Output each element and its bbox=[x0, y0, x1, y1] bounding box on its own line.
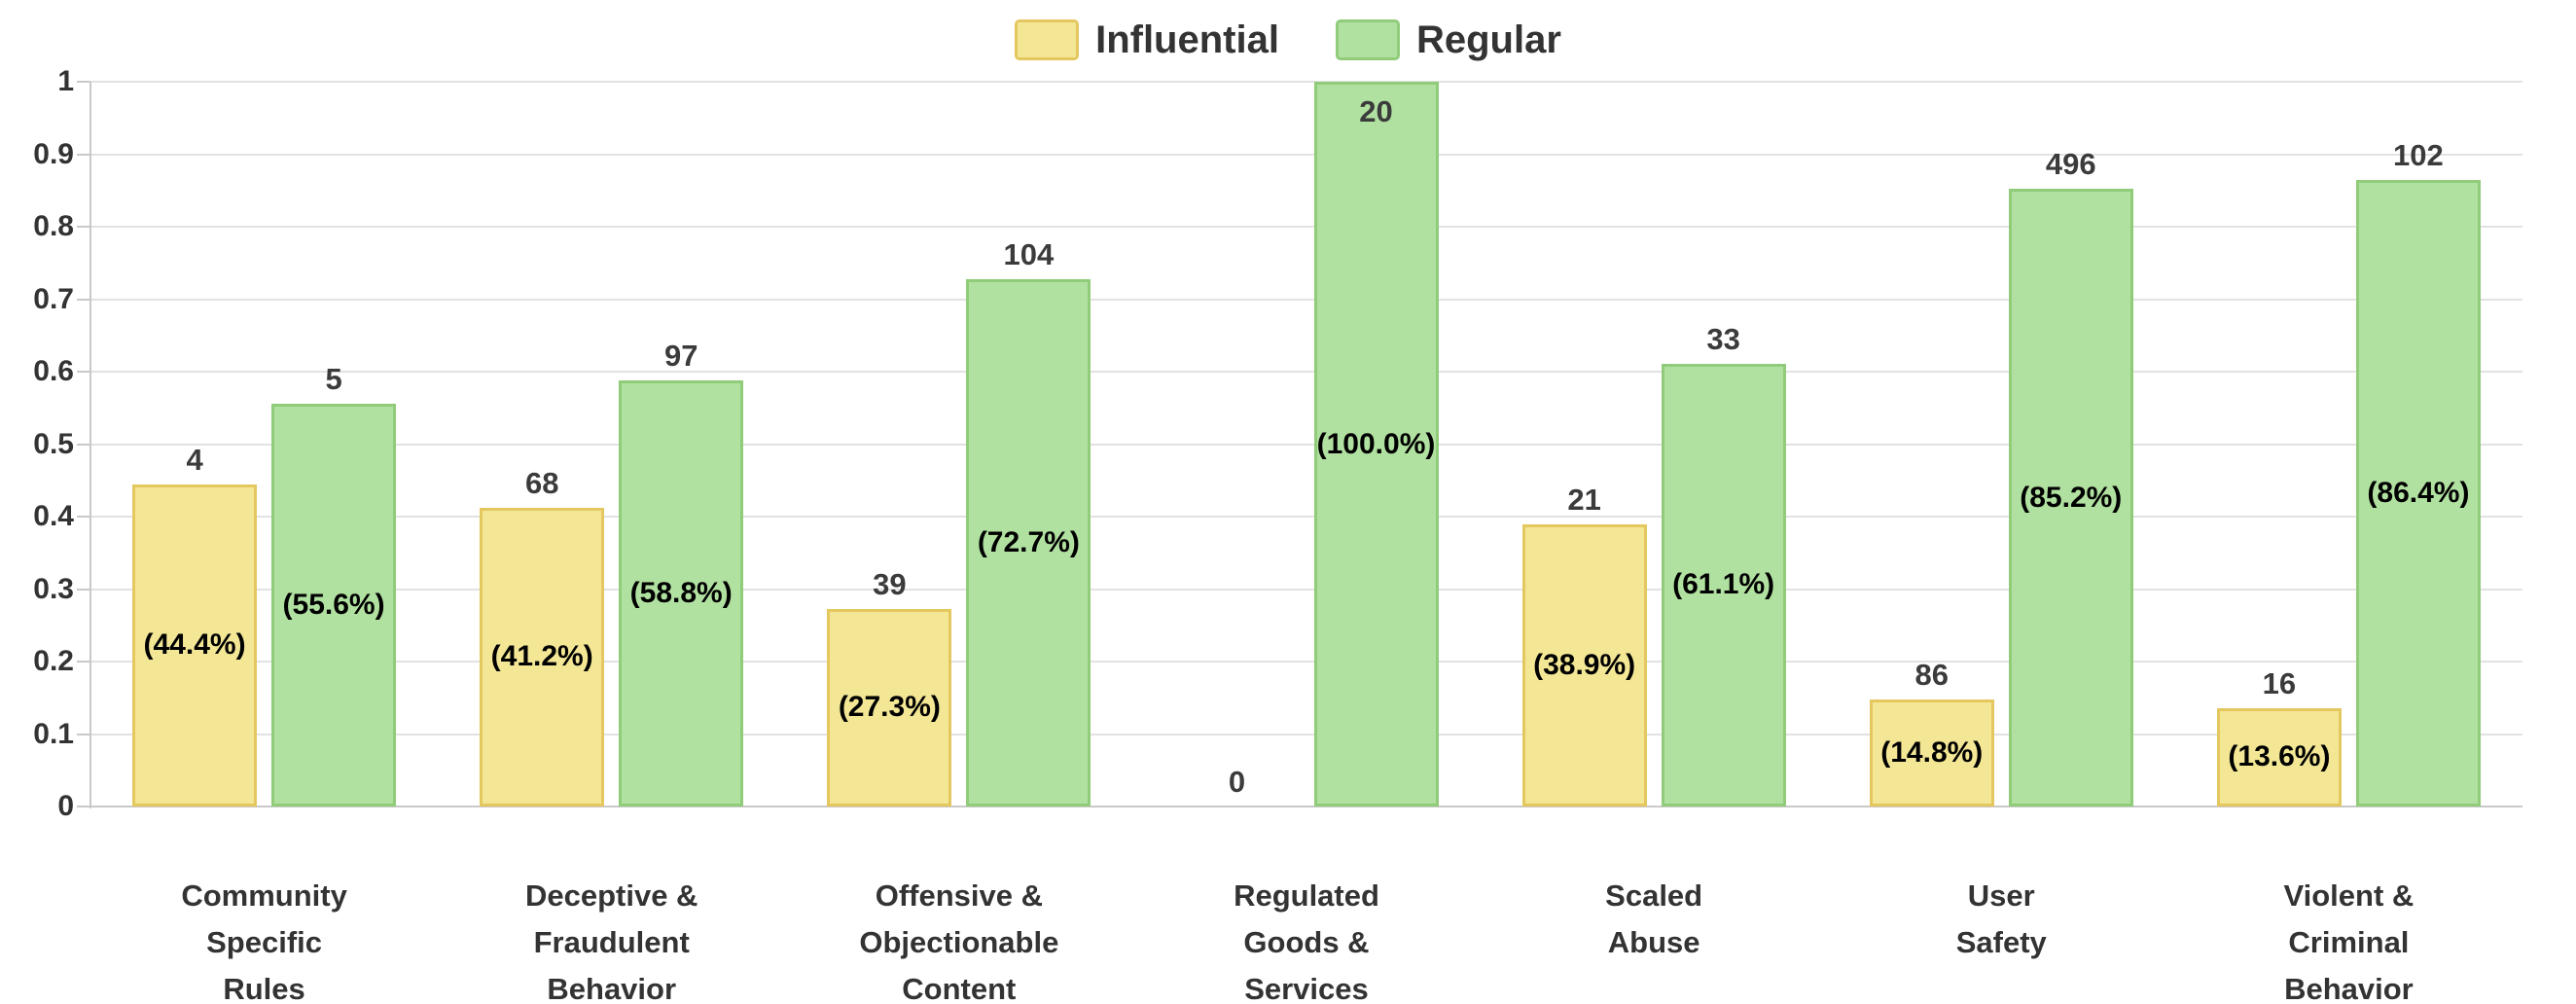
y-axis-tick bbox=[77, 806, 90, 807]
legend-swatch-influential bbox=[1015, 19, 1080, 60]
count-label: 21 bbox=[1567, 483, 1601, 518]
bar-regular-3[interactable] bbox=[966, 279, 1091, 807]
bar-regular-7[interactable] bbox=[2355, 180, 2481, 807]
count-label: 104 bbox=[1003, 237, 1055, 272]
y-axis-tick-label: 0.7 bbox=[33, 282, 74, 315]
y-axis-tick-label: 0.1 bbox=[33, 717, 74, 750]
bar-influential-5[interactable] bbox=[1521, 524, 1647, 807]
legend-label: Regular bbox=[1415, 18, 1561, 61]
count-label: 496 bbox=[2045, 147, 2096, 182]
y-axis-tick-label: 0.3 bbox=[33, 572, 74, 605]
y-axis-tick-label: 1 bbox=[57, 65, 74, 97]
count-label: 5 bbox=[325, 362, 342, 397]
y-axis-line bbox=[89, 82, 91, 808]
count-label: 68 bbox=[524, 465, 559, 500]
bar-influential-6[interactable] bbox=[1869, 699, 1994, 807]
y-axis-tick bbox=[77, 443, 90, 446]
legend-swatch-regular bbox=[1335, 19, 1400, 60]
bar-influential-7[interactable] bbox=[2216, 707, 2342, 807]
count-label: 0 bbox=[1228, 765, 1246, 799]
bar-regular-1[interactable] bbox=[271, 404, 397, 807]
y-axis-tick bbox=[77, 153, 90, 156]
y-axis-tick-label: 0 bbox=[57, 790, 74, 822]
y-axis-tick bbox=[77, 733, 90, 735]
percent-label: (13.6%) bbox=[2228, 740, 2331, 773]
percent-label: (41.2%) bbox=[490, 640, 593, 673]
bar-influential-2[interactable] bbox=[480, 507, 605, 807]
y-axis-tick-label: 0.4 bbox=[33, 500, 74, 532]
bar-regular-2[interactable] bbox=[619, 380, 744, 807]
x-axis-line bbox=[90, 806, 2522, 807]
bar-influential-3[interactable] bbox=[827, 608, 952, 807]
y-axis-tick-label: 0.6 bbox=[33, 355, 74, 387]
percent-label: (86.4%) bbox=[2367, 477, 2470, 509]
gridline bbox=[90, 588, 2522, 591]
count-label: 102 bbox=[2393, 138, 2444, 173]
x-axis-label: Scaled Abuse bbox=[1605, 878, 1703, 959]
gridline bbox=[90, 153, 2522, 156]
count-label: 86 bbox=[1914, 657, 1950, 692]
y-axis-tick-label: 0.8 bbox=[33, 210, 74, 242]
bar-regular-4[interactable] bbox=[1313, 82, 1439, 807]
legend: Influential Regular bbox=[0, 19, 2576, 60]
x-axis-label: Offensive & Objectionable Content bbox=[859, 878, 1059, 1004]
percent-label: (72.7%) bbox=[977, 526, 1080, 559]
percent-label: (55.6%) bbox=[282, 589, 385, 622]
bar-regular-6[interactable] bbox=[2008, 189, 2133, 807]
legend-item-regular[interactable]: Regular bbox=[1335, 18, 1561, 61]
x-axis-label: Deceptive & Fraudulent Behavior bbox=[524, 878, 698, 1004]
y-axis-tick bbox=[77, 226, 90, 228]
count-label: 97 bbox=[663, 339, 698, 373]
percent-label: (58.8%) bbox=[629, 577, 733, 609]
percent-label: (85.2%) bbox=[2020, 481, 2123, 514]
percent-label: (61.1%) bbox=[1672, 568, 1775, 601]
bar-regular-5[interactable] bbox=[1661, 363, 1786, 807]
x-axis-label: Regulated Goods & Services bbox=[1234, 878, 1379, 1004]
y-axis-tick bbox=[77, 298, 90, 301]
y-axis-tick-label: 0.2 bbox=[33, 645, 74, 677]
x-axis-label: User Safety bbox=[1955, 878, 2047, 959]
y-axis-tick bbox=[77, 371, 90, 373]
y-axis-tick bbox=[77, 588, 90, 591]
gridline bbox=[90, 298, 2522, 301]
y-axis-tick-label: 0.5 bbox=[33, 427, 74, 460]
count-label: 4 bbox=[186, 442, 203, 477]
count-label: 20 bbox=[1359, 94, 1393, 128]
y-axis-tick-label: 0.9 bbox=[33, 137, 74, 170]
bar-influential-1[interactable] bbox=[132, 484, 258, 807]
x-axis-label: Community Specific Rules bbox=[181, 878, 347, 1004]
percent-label: (38.9%) bbox=[1533, 649, 1636, 682]
x-axis-label: Violent & Criminal Behavior bbox=[2283, 878, 2415, 1004]
legend-label: Influential bbox=[1095, 18, 1279, 61]
gridline bbox=[90, 371, 2522, 373]
percent-label: (44.4%) bbox=[143, 628, 246, 662]
count-label: 39 bbox=[873, 566, 907, 601]
gridline bbox=[90, 443, 2522, 446]
gridline bbox=[90, 661, 2522, 663]
count-label: 16 bbox=[2262, 665, 2297, 700]
count-label: 33 bbox=[1706, 321, 1740, 356]
y-axis-tick bbox=[77, 516, 90, 518]
gridline bbox=[90, 81, 2522, 83]
gridline bbox=[90, 733, 2522, 735]
percent-label: (27.3%) bbox=[838, 691, 941, 724]
gridline bbox=[90, 516, 2522, 518]
gridline bbox=[90, 226, 2522, 228]
y-axis-tick bbox=[77, 81, 90, 83]
y-axis-tick bbox=[77, 661, 90, 663]
percent-label: (14.8%) bbox=[1880, 735, 1984, 769]
percent-label: (100.0%) bbox=[1316, 427, 1436, 460]
legend-item-influential[interactable]: Influential bbox=[1015, 19, 1279, 60]
